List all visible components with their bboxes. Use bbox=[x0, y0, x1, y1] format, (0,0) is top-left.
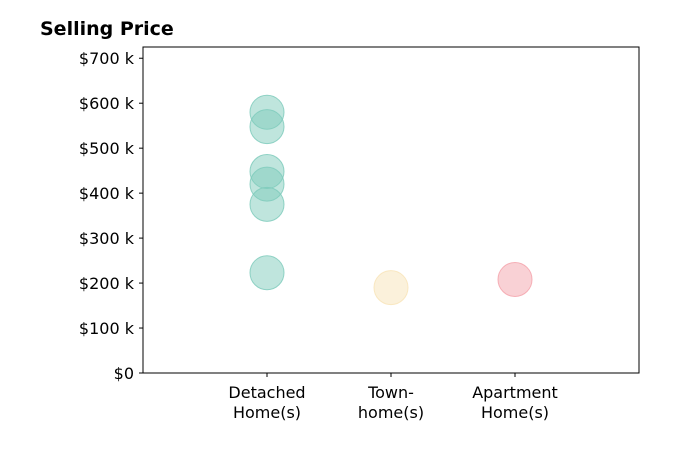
data-point bbox=[249, 186, 285, 222]
y-tick-label: $100 k bbox=[79, 319, 135, 338]
x-tick-label: Detached bbox=[228, 383, 305, 402]
x-tick-label: home(s) bbox=[358, 403, 424, 422]
y-tick-label: $300 k bbox=[79, 229, 135, 248]
data-point bbox=[249, 255, 285, 291]
plot-frame bbox=[142, 46, 640, 374]
y-tick-label: $0 bbox=[114, 364, 134, 383]
y-tick-label: $600 k bbox=[79, 94, 135, 113]
y-tick-label: $400 k bbox=[79, 184, 135, 203]
y-tick-label: $500 k bbox=[79, 139, 135, 158]
data-point bbox=[497, 261, 533, 297]
y-axis: $0 $100 k $200 k $300 k $400 k $500 k $600 k $7… bbox=[79, 49, 143, 383]
y-tick-label: $200 k bbox=[79, 274, 135, 293]
x-tick-label: Apartment bbox=[472, 383, 558, 402]
y-tick-label: $700 k bbox=[79, 49, 135, 68]
x-tick-label: Home(s) bbox=[481, 403, 549, 422]
x-tick-label: Town- bbox=[367, 383, 414, 402]
chart-title: Selling Price bbox=[40, 18, 174, 40]
x-tick-label: Home(s) bbox=[233, 403, 301, 422]
data-points bbox=[249, 94, 533, 306]
data-point bbox=[373, 270, 409, 306]
x-axis: DetachedHome(s)Town-home(s)ApartmentHome… bbox=[228, 373, 558, 422]
data-point bbox=[249, 109, 285, 145]
